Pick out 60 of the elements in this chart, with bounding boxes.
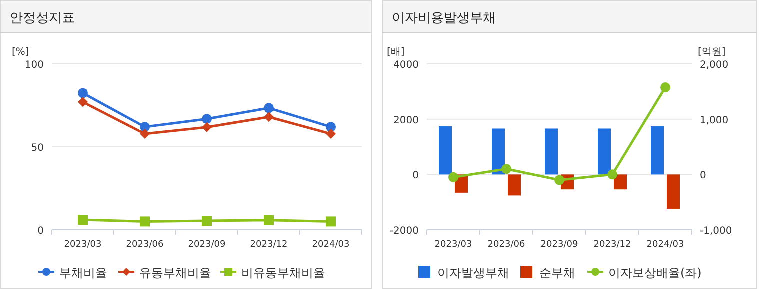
- y-tick-label: 100: [24, 60, 44, 71]
- bar: [614, 174, 627, 190]
- x-tick-label: 2023/06: [126, 240, 164, 250]
- x-tick-label: 2024/03: [646, 240, 684, 250]
- chart-title: 안정성지표: [10, 11, 75, 26]
- y2-tick-label: 1,000: [700, 115, 729, 126]
- bar: [598, 128, 611, 175]
- y-axis-title: [배]: [387, 47, 405, 58]
- point: [78, 215, 88, 226]
- bar: [667, 174, 680, 209]
- point: [78, 97, 88, 108]
- y-axis-title: [%]: [12, 47, 30, 58]
- x-tick-label: 2024/03: [312, 240, 350, 250]
- point: [502, 164, 512, 174]
- legend-label: 이자발생부채: [438, 266, 510, 280]
- legend-label: 비유동부채비율: [242, 266, 326, 280]
- legend-label: 순부채: [540, 266, 576, 280]
- y-tick-label: 0: [38, 226, 44, 237]
- y2-tick-label: -1,000: [700, 226, 732, 237]
- y-tick-label: -2000: [390, 226, 419, 237]
- point: [326, 122, 336, 132]
- point: [608, 170, 618, 180]
- x-tick-label: 2023/09: [188, 240, 226, 250]
- x-tick-label: 2023/03: [434, 240, 472, 250]
- point: [660, 82, 670, 93]
- x-tick-label: 2023/12: [594, 240, 632, 250]
- legend-label: 부채비율: [60, 266, 108, 280]
- bar: [439, 126, 452, 175]
- y-tick-label: 50: [31, 143, 44, 154]
- point: [140, 129, 150, 140]
- point: [78, 88, 88, 98]
- y2-tick-label: 0: [700, 170, 706, 182]
- x-tick-label: 2023/09: [540, 240, 578, 250]
- point: [140, 216, 150, 227]
- y2-tick-label: 2,000: [700, 60, 729, 71]
- bar: [508, 174, 521, 196]
- legend-label: 이자보상배율(좌): [608, 266, 702, 280]
- bar: [651, 126, 664, 175]
- point: [264, 112, 274, 122]
- point: [202, 122, 212, 132]
- x-tick-label: 2023/03: [64, 240, 102, 250]
- point: [326, 216, 336, 227]
- x-tick-label: 2023/12: [250, 240, 288, 250]
- point: [202, 216, 212, 226]
- point: [140, 122, 150, 132]
- point: [448, 172, 458, 182]
- bar: [492, 128, 505, 175]
- x-tick-label: 2023/06: [488, 240, 526, 250]
- point: [554, 175, 564, 186]
- y-tick-label: 4000: [394, 60, 419, 71]
- chart-title: 이자비용발생부채: [392, 11, 496, 26]
- point: [326, 129, 336, 140]
- y-tick-label: 0: [412, 170, 419, 182]
- bar: [545, 128, 558, 175]
- point: [264, 103, 274, 114]
- y2-axis-title: [억원]: [698, 47, 726, 58]
- y-tick-label: 2000: [394, 115, 419, 126]
- legend-label: 유동부채비율: [140, 266, 212, 280]
- point: [202, 114, 212, 124]
- point: [264, 215, 274, 226]
